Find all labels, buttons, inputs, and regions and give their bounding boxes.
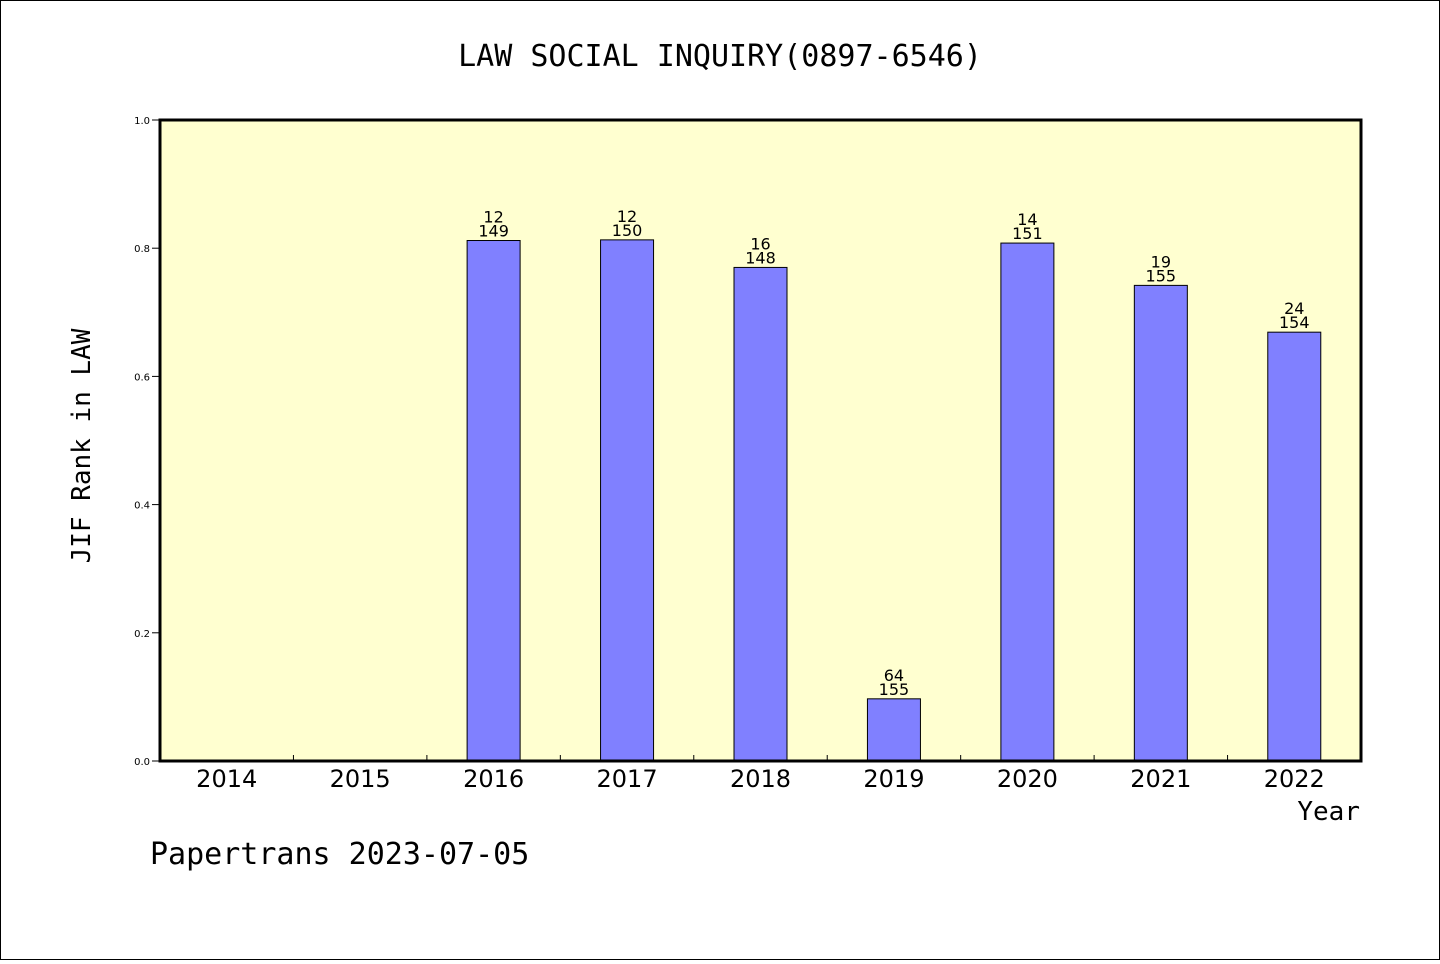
x-tick-label: 2021: [1130, 765, 1191, 793]
bar-rank-label: 12: [617, 207, 637, 226]
x-axis: 2014 2015 2016 2017 2018 2019 2020 2021 2022: [196, 755, 1325, 793]
bar-2020: [1000, 242, 1055, 762]
bar-2017: [600, 239, 655, 762]
bar-rank-label: 24: [1284, 299, 1304, 318]
bar-rank-label: 12: [483, 208, 503, 227]
chart-title: LAW SOCIAL INQUIRY(0897-6546): [458, 39, 982, 74]
y-tick-label: 1.0: [134, 116, 150, 127]
x-tick-label: 2014: [196, 765, 257, 793]
bar-2016: [466, 240, 521, 762]
bar-total-label: 155: [1146, 266, 1177, 285]
bar-2022: [1267, 331, 1322, 762]
bar-total-label: 151: [1012, 224, 1043, 243]
y-tick-label: 0.6: [134, 372, 150, 383]
y-tick-label: 0.4: [134, 501, 150, 512]
x-axis-label: Year: [1297, 797, 1360, 827]
y-tick-label: 0.2: [134, 629, 150, 640]
y-tick-label: 0.0: [134, 757, 150, 768]
x-tick-label: 2022: [1264, 765, 1325, 793]
plot-frame: [158, 118, 1363, 763]
bar-total-label: 155: [879, 680, 910, 699]
y-axis-label: JIF Rank in LAW: [67, 328, 97, 563]
bar-total-label: 150: [612, 221, 643, 240]
bar-rank-label: 19: [1151, 252, 1171, 271]
bar-2021: [1133, 284, 1188, 762]
bar-2018: [733, 266, 788, 762]
x-tick-label: 2015: [330, 765, 391, 793]
bar-series: [466, 239, 1322, 762]
x-tick-label: 2020: [997, 765, 1058, 793]
bar-total-label: 149: [478, 222, 509, 241]
watermark-text: Papertrans 2023-07-05: [150, 837, 529, 872]
bar-rank-label: 64: [884, 666, 904, 685]
x-tick-label: 2016: [463, 765, 524, 793]
bar-total-label: 148: [745, 248, 776, 267]
x-tick-label: 2017: [597, 765, 658, 793]
bar-2019: [866, 698, 921, 762]
bar-total-label: 154: [1279, 313, 1310, 332]
x-tick-label: 2019: [863, 765, 924, 793]
x-tick-label: 2018: [730, 765, 791, 793]
bar-rank-label: 14: [1017, 210, 1037, 229]
y-tick-label: 0.8: [134, 244, 150, 255]
bar-rank-label: 16: [750, 234, 770, 253]
